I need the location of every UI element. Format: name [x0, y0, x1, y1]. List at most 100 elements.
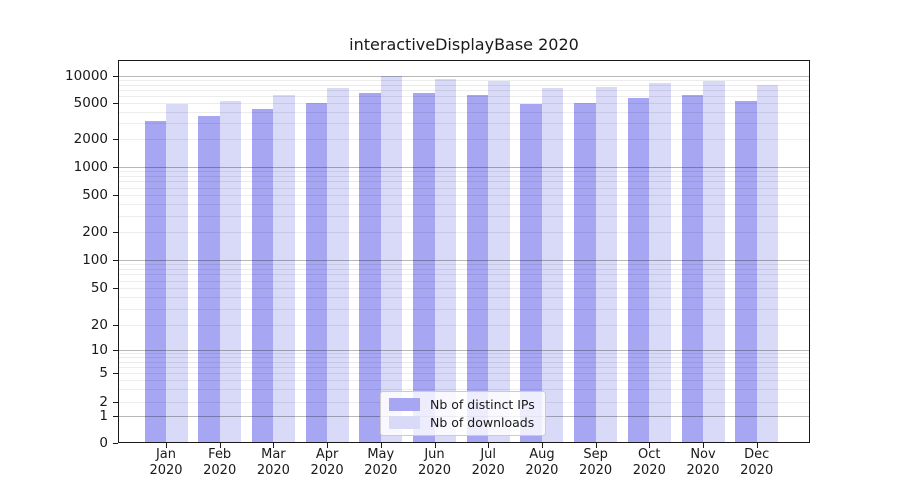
- x-tick-month: Dec: [744, 447, 770, 462]
- x-tick-dec: [756, 443, 758, 448]
- bar-downloads-jun: [434, 79, 456, 442]
- gridline-major-10: [119, 350, 809, 351]
- y-tick-50: [113, 288, 118, 289]
- y-tick-label-2: 2: [99, 394, 108, 410]
- x-tick-year: 2020: [203, 462, 237, 478]
- legend-swatch-distinct-ips: [389, 398, 420, 412]
- gridline-minor-200: [119, 232, 809, 233]
- x-tick-label-mar: Mar 2020: [241, 447, 305, 478]
- x-tick-year: 2020: [149, 462, 183, 478]
- gridline-minor-800: [119, 176, 809, 177]
- y-tick-label-2000: 2000: [73, 131, 108, 147]
- y-tick-label-10: 10: [90, 342, 108, 358]
- bar-distinct-ips-dec: [735, 100, 757, 442]
- gridline-minor-5: [119, 373, 809, 374]
- gridline-minor-9: [119, 353, 809, 355]
- gridline-minor-500: [119, 195, 809, 196]
- x-tick-year: 2020: [471, 462, 505, 478]
- y-tick-label-200: 200: [82, 224, 108, 240]
- legend-item-distinct-ips: Nb of distinct IPs: [389, 396, 539, 413]
- gridline-major-1000: [119, 167, 809, 168]
- x-tick-jul: [488, 443, 490, 448]
- gridline-minor-6000: [119, 95, 809, 97]
- bar-distinct-ips-nov: [681, 95, 703, 442]
- y-tick-label-20: 20: [90, 317, 108, 333]
- gridline-major-10000: [119, 76, 809, 77]
- x-tick-feb: [219, 443, 221, 448]
- gridline-minor-5000: [119, 103, 809, 104]
- x-tick-year: 2020: [579, 462, 613, 478]
- y-tick-label-50: 50: [90, 280, 108, 296]
- x-tick-month: Aug: [529, 447, 555, 462]
- legend: Nb of distinct IPs Nb of downloads: [380, 391, 546, 436]
- y-tick-100: [113, 260, 118, 261]
- x-tick-month: Apr: [315, 447, 339, 462]
- y-tick-20: [113, 325, 118, 326]
- x-tick-month: Feb: [208, 447, 232, 462]
- y-tick-2: [113, 402, 118, 403]
- gridline-minor-900: [119, 171, 809, 173]
- gridline-major-100: [119, 260, 809, 261]
- x-tick-mar: [273, 443, 275, 448]
- gridline-minor-8000: [119, 84, 809, 86]
- bar-distinct-ips-jul: [466, 95, 489, 442]
- gridline-minor-8: [119, 357, 809, 359]
- gridline-minor-700: [119, 181, 809, 183]
- gridline-minor-60: [119, 280, 809, 282]
- x-tick-month: Mar: [261, 447, 286, 462]
- x-tick-oct: [649, 443, 651, 448]
- x-tick-nov: [703, 443, 704, 448]
- gridline-minor-3000: [119, 123, 809, 125]
- x-tick-aug: [541, 443, 543, 448]
- gridline-minor-600: [119, 187, 809, 189]
- bar-distinct-ips-oct: [627, 97, 650, 442]
- bar-downloads-nov: [703, 81, 725, 442]
- x-tick-label-jun: Jun 2020: [403, 447, 467, 478]
- x-tick-label-jan: Jan 2020: [134, 447, 198, 478]
- y-tick-5000: [113, 103, 118, 104]
- gridline-minor-400: [119, 204, 809, 205]
- x-tick-label-aug: Aug 2020: [510, 447, 574, 478]
- x-tick-year: 2020: [632, 462, 666, 478]
- gridline-minor-4: [119, 380, 809, 382]
- gridline-minor-9000: [119, 80, 809, 82]
- gridline-minor-6: [119, 366, 809, 368]
- x-tick-label-jul: Jul 2020: [456, 447, 520, 478]
- y-tick-1000: [113, 167, 118, 168]
- y-tick-label-10000: 10000: [65, 68, 108, 84]
- x-tick-month: Sep: [583, 447, 608, 462]
- y-tick-label-100: 100: [82, 252, 108, 268]
- bar-distinct-ips-jan: [144, 120, 166, 442]
- x-tick-month: Jul: [480, 447, 497, 462]
- y-tick-label-5: 5: [99, 365, 108, 381]
- gridline-minor-40: [119, 297, 809, 298]
- gridline-minor-80: [119, 269, 809, 270]
- bar-distinct-ips-sep: [574, 103, 596, 442]
- gridline-minor-4000: [119, 111, 809, 113]
- bar-downloads-feb: [219, 100, 242, 442]
- y-tick-500: [113, 195, 118, 196]
- bar-distinct-ips-aug: [520, 103, 542, 442]
- bar-downloads-mar: [273, 94, 295, 442]
- bar-downloads-aug: [541, 88, 564, 442]
- y-tick-label-0: 0: [99, 435, 108, 451]
- y-tick-0: [113, 443, 118, 444]
- x-tick-month: May: [367, 447, 395, 462]
- chart-title: interactiveDisplayBase 2020: [349, 35, 579, 54]
- gridline-minor-20: [119, 325, 809, 326]
- y-tick-1: [113, 415, 118, 417]
- gridline-minor-3: [119, 389, 809, 391]
- bar-downloads-oct: [649, 82, 671, 442]
- x-tick-year: 2020: [686, 462, 720, 478]
- bar-distinct-ips-jun: [413, 92, 435, 442]
- x-tick-jan: [166, 443, 167, 448]
- legend-label-distinct-ips: Nb of distinct IPs: [430, 397, 535, 413]
- bar-distinct-ips-feb: [198, 115, 220, 442]
- x-tick-year: 2020: [525, 462, 559, 478]
- gridline-minor-300: [119, 215, 809, 217]
- y-tick-10000: [113, 76, 118, 77]
- y-tick-10: [113, 350, 118, 351]
- x-tick-may: [380, 443, 382, 448]
- legend-label-downloads: Nb of downloads: [430, 414, 535, 430]
